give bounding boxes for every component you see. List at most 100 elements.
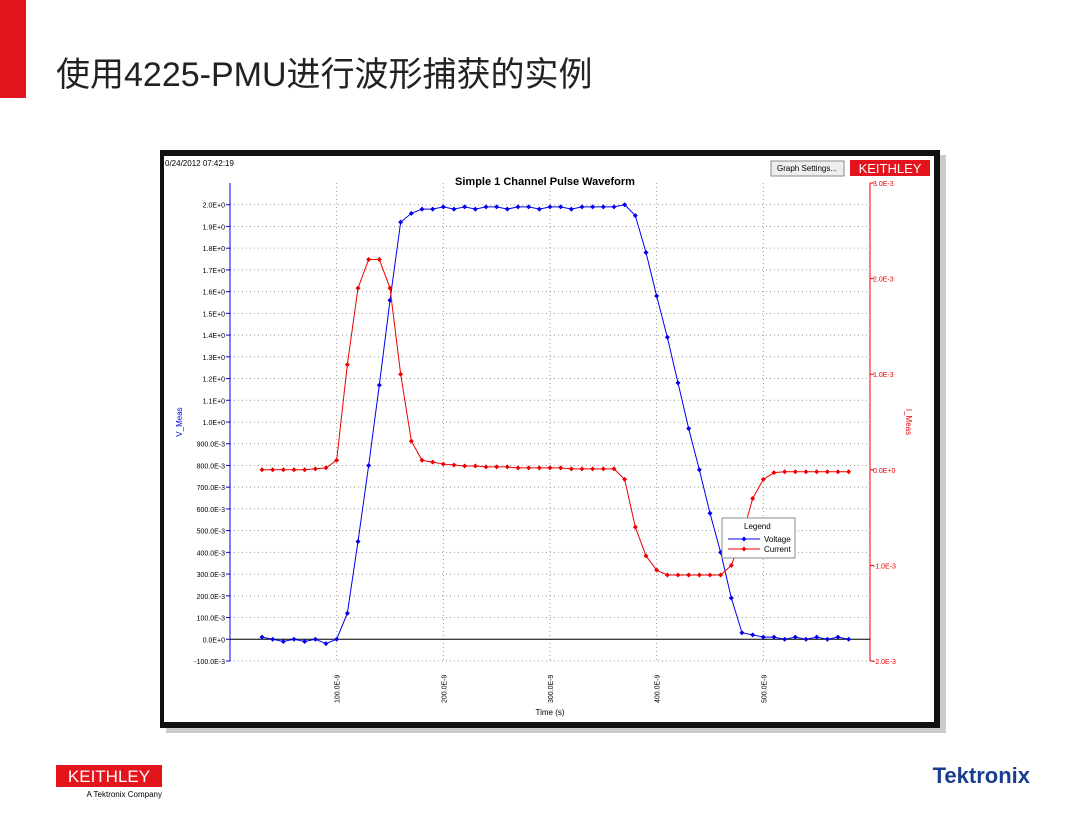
x-tick-label: 200.0E-9: [441, 674, 448, 703]
button-label[interactable]: Graph Settings...: [777, 164, 837, 173]
point: [686, 572, 692, 578]
point: [344, 610, 350, 616]
y2-tick-label: 0.0E+0: [873, 468, 895, 475]
point: [792, 634, 798, 640]
point: [664, 334, 670, 340]
point: [696, 572, 702, 578]
point: [707, 572, 713, 578]
badge: [850, 160, 930, 176]
point: [259, 634, 265, 640]
point: [718, 572, 724, 578]
y-tick-label: 400.0E-3: [197, 550, 226, 557]
point: [547, 465, 553, 471]
point: [590, 204, 596, 210]
y-tick-label: 1.5E+0: [203, 311, 225, 318]
series-line: [262, 258, 849, 576]
point: [472, 206, 478, 212]
y-tick-label: 1.7E+0: [203, 268, 225, 275]
point: [323, 641, 329, 647]
point: [462, 463, 468, 469]
point: [643, 250, 649, 256]
y-tick-label: 300.0E-3: [197, 572, 226, 579]
point: [558, 204, 564, 210]
point: [440, 461, 446, 467]
point: [675, 380, 681, 386]
point: [451, 206, 457, 212]
point: [462, 204, 468, 210]
point: [440, 204, 446, 210]
y-tick-label: 500.0E-3: [197, 529, 226, 536]
point: [835, 469, 841, 475]
point: [579, 466, 585, 472]
point: [632, 213, 638, 219]
y2-axis-label: I_Meas: [904, 409, 913, 435]
y-tick-label: 900.0E-3: [197, 442, 226, 449]
point: [430, 459, 436, 465]
x-tick-label: 100.0E-9: [335, 674, 342, 703]
point: [536, 465, 542, 471]
point: [782, 636, 788, 642]
point: [686, 426, 692, 432]
badge-text: KEITHLEY: [859, 161, 922, 176]
point: [302, 638, 308, 644]
point: [494, 204, 500, 210]
point: [536, 206, 542, 212]
point: [558, 465, 564, 471]
y-axis-label: V_Meas: [175, 407, 184, 436]
y2-tick-label: 3.0E-3: [873, 181, 894, 188]
point: [504, 464, 510, 470]
point: [280, 638, 286, 644]
legend-label: Voltage: [764, 535, 791, 544]
y-tick-label: 1.8E+0: [203, 246, 225, 253]
point: [472, 463, 478, 469]
point: [504, 206, 510, 212]
point: [430, 206, 436, 212]
point: [376, 382, 382, 388]
y-tick-label: 200.0E-3: [197, 594, 226, 601]
point: [846, 636, 852, 642]
point: [622, 476, 628, 482]
y-tick-label: 1.2E+0: [203, 377, 225, 384]
point: [494, 464, 500, 470]
point: [835, 634, 841, 640]
point: [707, 510, 713, 516]
graph-settings-button[interactable]: [770, 160, 845, 177]
point: [355, 539, 361, 544]
point: [419, 206, 425, 212]
point: [803, 636, 809, 642]
point: [760, 476, 766, 482]
point: [600, 204, 606, 210]
x-tick-label: 300.0E-9: [548, 674, 555, 703]
point: [611, 466, 617, 472]
footer-sub: A Tektronix Company: [87, 790, 162, 799]
point: [782, 469, 788, 475]
y-tick-label: 1.4E+0: [203, 333, 225, 340]
point: [483, 464, 489, 470]
point: [312, 636, 318, 642]
point: [291, 636, 297, 642]
point: [387, 285, 393, 291]
point: [814, 469, 820, 475]
point: [408, 438, 414, 444]
point: [803, 469, 809, 475]
point: [398, 219, 404, 225]
chart-title: Simple 1 Channel Pulse Waveform: [455, 176, 635, 188]
point: [643, 553, 649, 559]
point: [344, 362, 350, 368]
point: [654, 567, 660, 573]
accent-bar: [0, 0, 26, 98]
point: [728, 562, 734, 568]
point: [728, 595, 734, 601]
legend: [721, 517, 796, 559]
footer-right: Tektronix: [933, 763, 1031, 788]
footer-brand: KEITHLEY: [68, 767, 150, 786]
x-axis-label: Time (s): [535, 708, 564, 717]
point: [270, 467, 276, 473]
x-tick-label: 400.0E-9: [655, 674, 662, 703]
point: [515, 465, 521, 471]
point: [526, 204, 532, 210]
legend-title: Legend: [744, 522, 771, 531]
y-tick-label: 100.0E-3: [197, 616, 226, 623]
